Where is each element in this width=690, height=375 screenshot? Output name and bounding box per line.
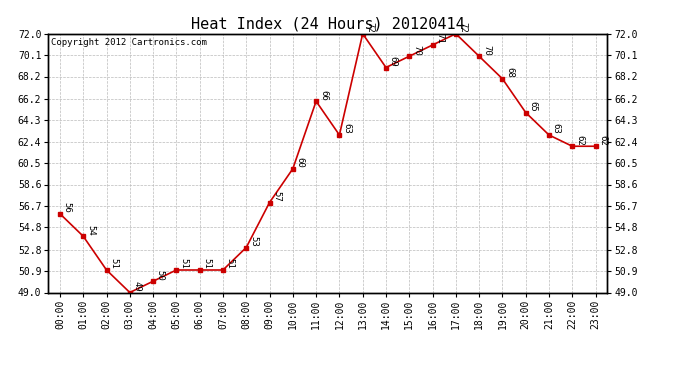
Text: 60: 60 — [295, 157, 304, 168]
Text: 57: 57 — [273, 191, 282, 202]
Text: Copyright 2012 Cartronics.com: Copyright 2012 Cartronics.com — [51, 38, 207, 46]
Text: 63: 63 — [552, 123, 561, 134]
Text: 62: 62 — [598, 135, 607, 146]
Text: 49: 49 — [132, 281, 141, 292]
Text: 62: 62 — [575, 135, 584, 146]
Title: Heat Index (24 Hours) 20120414: Heat Index (24 Hours) 20120414 — [191, 16, 464, 31]
Text: 53: 53 — [249, 236, 258, 247]
Text: 69: 69 — [388, 56, 397, 67]
Text: 51: 51 — [226, 258, 235, 269]
Text: 56: 56 — [63, 202, 72, 213]
Text: 50: 50 — [156, 270, 165, 280]
Text: 70: 70 — [482, 45, 491, 56]
Text: 68: 68 — [505, 67, 514, 78]
Text: 51: 51 — [109, 258, 118, 269]
Text: 72: 72 — [366, 22, 375, 33]
Text: 51: 51 — [202, 258, 211, 269]
Text: 66: 66 — [319, 90, 328, 101]
Text: 71: 71 — [435, 33, 444, 44]
Text: 54: 54 — [86, 225, 95, 236]
Text: 63: 63 — [342, 123, 351, 134]
Text: 72: 72 — [459, 22, 468, 33]
Text: 51: 51 — [179, 258, 188, 269]
Text: 65: 65 — [529, 101, 538, 112]
Text: 70: 70 — [412, 45, 421, 56]
